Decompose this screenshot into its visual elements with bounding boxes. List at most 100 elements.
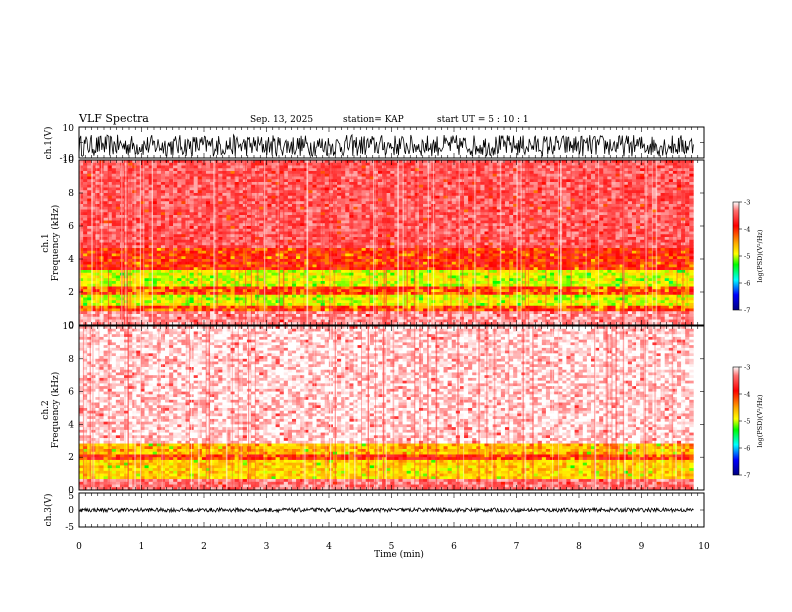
spectrogram-cell xyxy=(111,190,117,194)
spectrogram-cell xyxy=(115,234,121,238)
spectrogram-cell xyxy=(611,204,616,208)
spectrogram-cell xyxy=(656,206,661,210)
spectrogram-cell xyxy=(488,198,493,202)
spectrogram-cell xyxy=(251,179,256,183)
spectrogram-cell xyxy=(603,168,608,172)
spectrogram-cell xyxy=(271,215,276,219)
spectrogram-cell xyxy=(341,245,346,249)
spectrogram-cell xyxy=(205,220,211,224)
spectrogram-cell xyxy=(418,226,424,230)
spectrogram-cell xyxy=(414,176,420,180)
spectrogram-cell xyxy=(160,231,166,235)
spectrogram-cell xyxy=(656,168,661,172)
spectrogram-cell xyxy=(378,223,383,227)
spectrogram-cell xyxy=(554,220,559,224)
spectrogram-cell xyxy=(390,195,395,199)
spectrogram-cell xyxy=(189,193,194,197)
spectrogram-cell xyxy=(128,171,133,175)
spectrogram-cell xyxy=(578,242,584,246)
spectrogram-cell xyxy=(230,209,235,213)
spectrogram-cell xyxy=(660,242,666,246)
spectrogram-cell xyxy=(160,215,166,219)
spectrogram-cell xyxy=(509,165,514,169)
spectrogram-cell xyxy=(373,212,379,216)
spectrogram-cell xyxy=(676,179,682,183)
spectrogram-cell xyxy=(95,206,100,210)
spectrogram-cell xyxy=(205,206,211,210)
spectrogram-cell xyxy=(660,184,666,188)
spectrogram-cell xyxy=(234,168,240,172)
spectrogram-cell xyxy=(627,239,633,243)
spectrogram-cell xyxy=(525,237,530,241)
spectrogram-cell xyxy=(173,209,178,213)
spectrogram-cell xyxy=(599,176,604,180)
spectrogram-cell xyxy=(324,237,330,241)
spectrogram-cell xyxy=(365,220,371,224)
spectrogram-cell xyxy=(373,165,379,169)
spectrogram-cell xyxy=(173,201,178,205)
spectrogram-cell xyxy=(87,245,92,249)
spectrogram-cell xyxy=(177,212,182,216)
spectrogram-cell xyxy=(660,215,666,219)
spectrogram-cell xyxy=(287,215,293,219)
spectrogram-cell xyxy=(541,182,547,186)
spectrogram-cell xyxy=(656,215,661,219)
spectrogram-cell xyxy=(521,195,526,199)
spectrogram-cell xyxy=(423,160,428,164)
spectrogram-cell xyxy=(513,204,518,208)
spectrogram-cell xyxy=(115,195,121,199)
spectrogram-cell xyxy=(378,204,383,208)
spectrogram-cell xyxy=(115,217,121,221)
spectrogram-cell xyxy=(664,190,670,194)
spectrogram-cell xyxy=(402,190,407,194)
spectrogram-cell xyxy=(656,212,661,216)
spectrogram-cell xyxy=(562,201,567,205)
spectrogram-cell xyxy=(287,220,293,224)
spectrogram-cell xyxy=(541,193,547,197)
spectrogram-cell xyxy=(320,182,326,186)
spectrogram-cell xyxy=(197,223,203,227)
spectrogram-cell xyxy=(570,165,575,169)
spectrogram-cell xyxy=(165,193,170,197)
spectrogram-cell xyxy=(492,171,498,175)
spectrogram-cell xyxy=(173,231,178,235)
spectrogram-cell xyxy=(291,182,297,186)
spectrogram-cell xyxy=(263,215,268,219)
spectrogram-cell xyxy=(554,179,559,183)
spectrogram-cell xyxy=(484,198,489,202)
spectrogram-cell xyxy=(210,212,215,216)
spectrogram-cell xyxy=(115,171,121,175)
spectrogram-cell xyxy=(615,165,620,169)
spectrogram-cell xyxy=(414,195,420,199)
spectrogram-cell xyxy=(79,220,84,224)
spectrogram-cell xyxy=(603,245,608,249)
spectrogram-cell xyxy=(595,212,600,216)
spectrogram-cell xyxy=(537,187,543,191)
spectrogram-cell xyxy=(500,245,506,249)
spectrogram-cell xyxy=(533,206,539,210)
spectrogram-cell xyxy=(595,173,600,177)
spectrogram-cell xyxy=(685,206,690,210)
spectrogram-cell xyxy=(275,171,280,175)
spectrogram-cell xyxy=(574,204,579,208)
spectrogram-cell xyxy=(312,212,317,216)
spectrogram-cell xyxy=(357,182,362,186)
spectrogram-cell xyxy=(566,173,571,177)
spectrogram-cell xyxy=(148,204,154,208)
spectrogram-cell xyxy=(95,179,100,183)
spectrogram-cell xyxy=(685,171,690,175)
spectrogram-cell xyxy=(529,215,534,219)
spectrogram-cell xyxy=(197,204,203,208)
spectrogram-cell xyxy=(423,198,428,202)
spectrogram-cell xyxy=(218,198,223,202)
spectrogram-cell xyxy=(152,217,158,221)
spectrogram-cell xyxy=(459,176,465,180)
spectrogram-cell xyxy=(341,228,346,232)
spectrogram-cell xyxy=(386,226,391,230)
spectrogram-cell xyxy=(234,198,240,202)
spectrogram-cell xyxy=(148,160,154,164)
spectrogram-cell xyxy=(595,165,600,169)
spectrogram-cell xyxy=(640,176,645,180)
spectrogram-cell xyxy=(513,168,518,172)
spectrogram-cell xyxy=(459,195,465,199)
